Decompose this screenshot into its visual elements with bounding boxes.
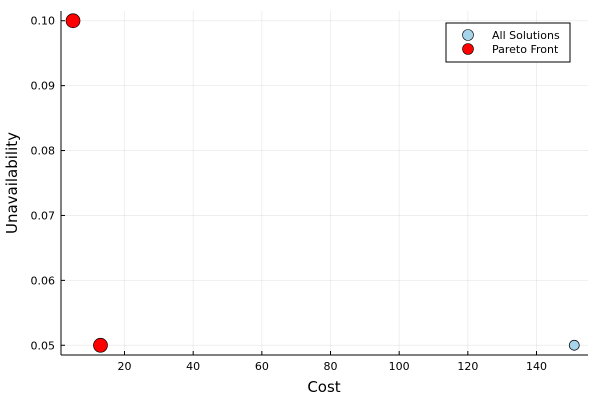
- legend-label-all-solutions: All Solutions: [492, 29, 560, 42]
- legend-marker-pareto-front: [462, 43, 474, 55]
- x-tick-label: 40: [186, 360, 200, 373]
- y-tick-label: 0.06: [31, 274, 56, 287]
- x-tick-label: 140: [526, 360, 547, 373]
- data-point-pareto-front: [65, 13, 81, 29]
- x-ticks: 20 40 60 80 100 120 140: [118, 351, 547, 373]
- y-tick-label: 0.05: [31, 339, 56, 352]
- data-point-all-solutions: [568, 339, 580, 351]
- y-tick-label: 0.10: [31, 15, 56, 28]
- x-axis-title: Cost: [307, 378, 340, 396]
- data-point-pareto-front: [93, 337, 108, 353]
- x-tick-label: 100: [389, 360, 410, 373]
- x-tick-label: 20: [118, 360, 132, 373]
- data-points: [65, 13, 580, 353]
- legend-marker-all-solutions: [462, 29, 474, 41]
- grid: [61, 11, 588, 355]
- y-ticks: 0.05 0.06 0.07 0.08 0.09 0.10: [31, 15, 65, 352]
- axes: [60, 11, 588, 356]
- y-tick-label: 0.09: [31, 80, 56, 93]
- y-axis-title: Unavailability: [3, 132, 21, 234]
- x-tick-label: 60: [255, 360, 269, 373]
- legend-label-pareto-front: Pareto Front: [492, 43, 559, 56]
- y-tick-label: 0.07: [31, 209, 56, 222]
- x-tick-label: 120: [457, 360, 478, 373]
- legend: All Solutions Pareto Front: [445, 22, 571, 63]
- x-tick-label: 80: [324, 360, 338, 373]
- y-tick-label: 0.08: [31, 145, 56, 158]
- legend-box: [445, 22, 571, 63]
